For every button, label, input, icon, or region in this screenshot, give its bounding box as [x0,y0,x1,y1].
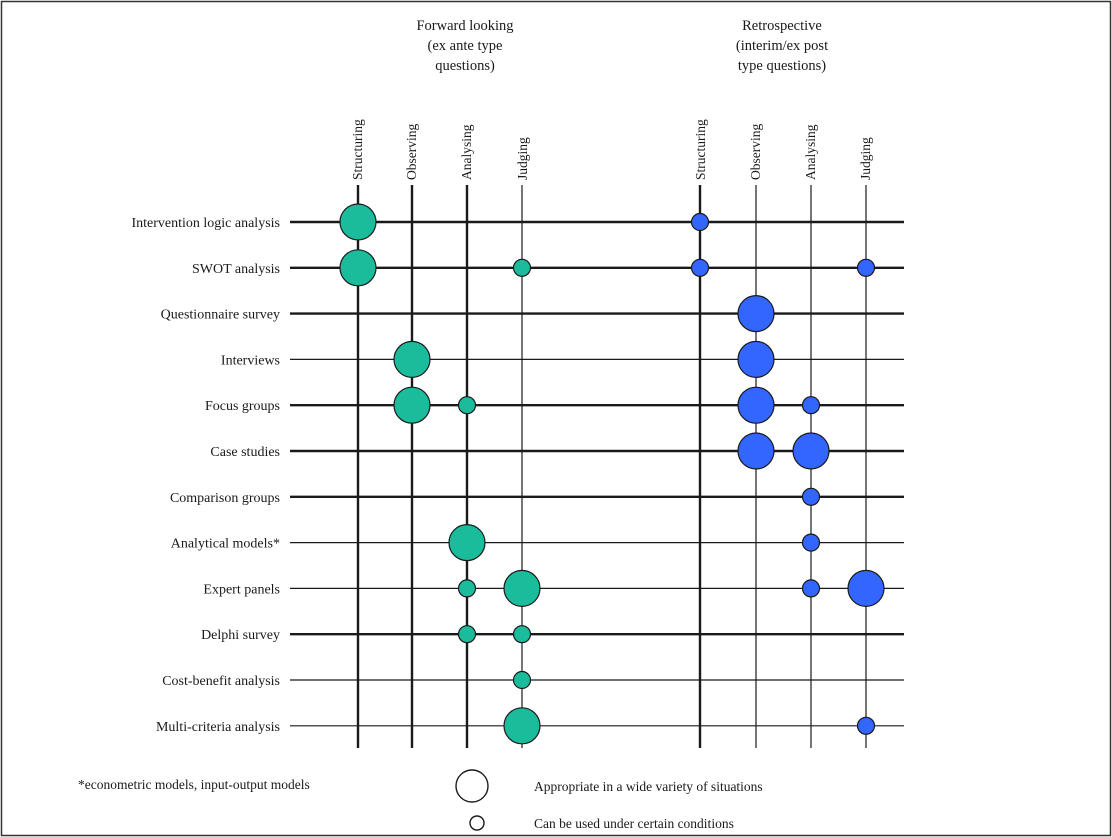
legend-certain-label: Can be used under certain conditions [534,816,734,831]
marker-retro-swot-analysis-structuring-certain [690,258,710,277]
column-label-forward-analysing: Analysing [459,124,474,180]
rating-markers [339,203,885,745]
marker-forward-intervention-logic-analysis-structuring-wide [339,203,377,241]
row-label-comparison-groups: Comparison groups [170,491,280,506]
marker-forward-multi-criteria-analysis-judging-wide [503,707,541,745]
marker-retro-focus-groups-observing-wide [737,386,775,424]
group-title-line: Retrospective [742,18,822,34]
row-label-focus-groups: Focus groups [205,399,280,414]
row-label-analytical-models: Analytical models* [171,537,280,552]
column-label-retro-structuring: Structuring [693,119,708,180]
legend-wide-label: Appropriate in a wide variety of situati… [534,779,763,794]
marker-forward-expert-panels-analysing-certain [457,579,477,598]
marker-retro-intervention-logic-analysis-structuring-certain [690,212,710,232]
group-header-forward: Forward looking (ex ante type questions) [416,18,513,74]
group-title-line: questions) [435,58,495,74]
marker-forward-interviews-observing-wide [393,340,431,378]
column-label-retro-judging: Judging [858,137,873,180]
row-label-questionnaire-survey: Questionnaire survey [161,308,280,323]
row-labels: Intervention logic analysis SWOT analysis… [131,216,280,735]
column-label-retro-observing: Observing [748,124,763,180]
marker-retro-multi-criteria-analysis-judging-certain [856,716,876,735]
column-label-forward-judging: Judging [515,137,530,180]
group-title-line: (ex ante type [428,38,503,54]
marker-forward-swot-analysis-structuring-wide [339,249,377,287]
group-header-retro: Retrospective (interim/ex post type ques… [736,18,828,74]
marker-retro-expert-panels-analysing-certain [801,579,821,598]
legend-wide-marker [455,769,489,803]
marker-retro-case-studies-observing-wide [737,432,775,470]
marker-retro-questionnaire-survey-observing-wide [737,295,775,333]
row-label-delphi-survey: Delphi survey [201,628,280,643]
marker-retro-interviews-observing-wide [737,340,775,378]
legend-certain-marker [469,815,485,831]
row-label-cost-benefit-analysis: Cost-benefit analysis [162,674,280,689]
marker-forward-focus-groups-observing-wide [393,386,431,424]
group-title-line: Forward looking [416,18,513,34]
column-label-forward-observing: Observing [404,124,419,180]
row-label-swot-analysis: SWOT analysis [192,262,280,277]
row-label-expert-panels: Expert panels [203,582,280,597]
marker-retro-expert-panels-judging-wide [847,569,885,608]
footnote: *econometric models, input-output models [78,777,310,792]
marker-forward-expert-panels-judging-wide [503,569,541,608]
row-label-intervention-logic-analysis: Intervention logic analysis [131,216,280,231]
row-label-interviews: Interviews [221,353,280,368]
row-label-multi-criteria-analysis: Multi-criteria analysis [156,720,280,735]
marker-retro-swot-analysis-judging-certain [856,258,876,277]
marker-retro-case-studies-analysing-wide [792,432,830,470]
marker-retro-comparison-groups-analysing-certain [801,487,821,506]
row-label-case-studies: Case studies [210,445,280,460]
marker-forward-delphi-survey-analysing-certain [457,625,477,644]
column-label-retro-analysing: Analysing [803,124,818,180]
marker-forward-swot-analysis-judging-certain [512,258,532,277]
column-label-forward-structuring: Structuring [350,119,365,180]
marker-forward-analytical-models-analysing-wide [448,523,486,562]
group-title-line: type questions) [738,58,826,74]
column-labels: Structuring Observing Analysing Judging … [350,119,873,180]
group-title-line: (interim/ex post [736,38,828,54]
marker-retro-analytical-models-analysing-certain [801,533,821,552]
marker-forward-cost-benefit-analysis-judging-certain [512,670,532,690]
marker-forward-focus-groups-analysing-certain [457,396,477,415]
marker-retro-focus-groups-analysing-certain [801,396,821,415]
marker-forward-delphi-survey-judging-certain [512,625,532,644]
